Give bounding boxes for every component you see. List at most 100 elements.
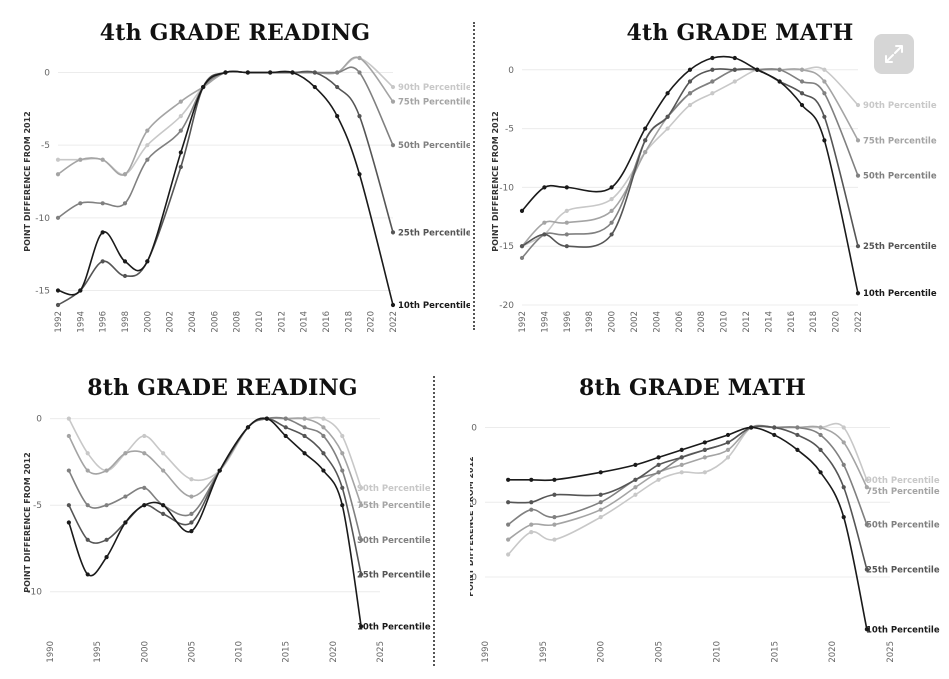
data-point [609, 197, 614, 202]
data-point [864, 567, 869, 572]
series-label: 50th Percentile [866, 521, 940, 531]
data-point [841, 485, 846, 490]
data-point [223, 70, 228, 75]
data-point [519, 255, 525, 261]
series-label: 25th Percentile [863, 242, 937, 252]
expand-icon [885, 45, 903, 63]
y-tick-label: -10 [27, 588, 42, 598]
data-point [142, 433, 147, 439]
series-line [507, 425, 868, 526]
data-point [519, 244, 525, 249]
x-tick-label: 2014 [300, 311, 310, 333]
x-tick-label: 1996 [563, 311, 573, 333]
data-point [702, 470, 707, 475]
data-point [710, 55, 715, 61]
data-point [359, 503, 364, 508]
y-tick-label: -15 [35, 286, 50, 296]
data-point [321, 425, 326, 430]
data-point [822, 138, 827, 143]
data-point [189, 529, 194, 534]
series-line [57, 56, 394, 176]
data-point [359, 537, 364, 542]
data-point [529, 477, 534, 482]
y-tick-label: 0 [36, 415, 42, 425]
x-tick-label: 2008 [697, 311, 707, 333]
data-point [552, 537, 557, 542]
data-point [564, 220, 569, 225]
data-point [78, 288, 83, 293]
data-point [818, 425, 823, 430]
x-tick-label: 2016 [322, 311, 332, 333]
x-tick-label: 2020 [367, 311, 377, 333]
chart-4th-grade-math: 0 -5 -10 -15 -20 1992 1994 1996 1998 2000 2002 2004… [491, 55, 937, 333]
data-point [268, 70, 273, 75]
data-point [598, 492, 603, 497]
data-point [552, 492, 557, 497]
data-point [725, 447, 731, 452]
data-point [841, 515, 846, 520]
data-point [818, 447, 823, 452]
data-point [85, 572, 90, 577]
data-point [732, 55, 737, 61]
data-point [855, 244, 861, 249]
data-point [340, 503, 345, 508]
data-point [335, 84, 340, 90]
data-point [799, 67, 805, 72]
x-tick-label: 2018 [344, 311, 354, 333]
data-point [78, 157, 83, 162]
y-tick-label: -5 [33, 501, 42, 511]
data-point [506, 477, 511, 482]
x-tick-label: 2005 [187, 641, 197, 663]
series-label: 10th Percentile [866, 625, 940, 635]
x-tick-label: 1992 [518, 311, 528, 333]
data-point [519, 208, 525, 214]
data-point [755, 67, 760, 72]
data-point [100, 230, 105, 235]
data-point [529, 507, 534, 512]
data-point [564, 244, 569, 249]
data-point [145, 157, 150, 162]
data-point [245, 425, 251, 430]
series-label: 50th Percentile [357, 536, 431, 546]
data-point [855, 291, 861, 296]
y-tick-label: -5 [505, 125, 514, 135]
data-point [359, 572, 364, 577]
x-tick-label: 1995 [539, 641, 549, 663]
data-point [55, 172, 61, 177]
y-tick-label: -10 [499, 183, 514, 193]
x-tick-label: 2012 [742, 311, 752, 333]
data-point [687, 67, 693, 72]
series-label: 90th Percentile [357, 484, 431, 494]
data-point [357, 172, 362, 177]
series-label: 10th Percentile [357, 622, 431, 632]
chart-4th-grade-reading: 0 -5 -10 -15 1992 1994 1996 1998 2000 2002 2004 200… [23, 55, 472, 333]
data-point [725, 432, 731, 438]
x-tick-label: 2005 [655, 641, 665, 663]
x-tick-label: 1998 [121, 311, 131, 333]
series-label: 25th Percentile [866, 565, 940, 575]
data-point [529, 522, 534, 527]
x-tick-label: 2022 [854, 311, 864, 333]
data-point [822, 79, 827, 84]
series-label: 75th Percentile [863, 136, 937, 146]
data-point [749, 425, 754, 430]
series-label: 90th Percentile [863, 101, 937, 111]
data-point [189, 477, 194, 482]
x-tick-label: 1998 [585, 311, 595, 333]
data-point [340, 468, 345, 473]
data-point [85, 537, 90, 542]
data-point [542, 232, 547, 237]
expand-button[interactable] [874, 34, 914, 74]
series-label: 25th Percentile [357, 570, 431, 580]
data-point [390, 99, 396, 104]
data-point [104, 555, 109, 560]
data-point [55, 157, 61, 162]
data-point [777, 79, 782, 84]
data-point [123, 494, 128, 499]
chart-8th-grade-math: 0 -10 -20 1990 1995 2000 2005 2010 2015 2020 2025 P… [462, 422, 940, 663]
series-label: 90th Percentile [866, 476, 940, 486]
x-tick-label: 2006 [210, 311, 220, 333]
data-point [161, 511, 166, 516]
y-axis-label: POINT DIFFERENCE FROM 2012 [470, 456, 475, 596]
data-point [78, 201, 83, 206]
